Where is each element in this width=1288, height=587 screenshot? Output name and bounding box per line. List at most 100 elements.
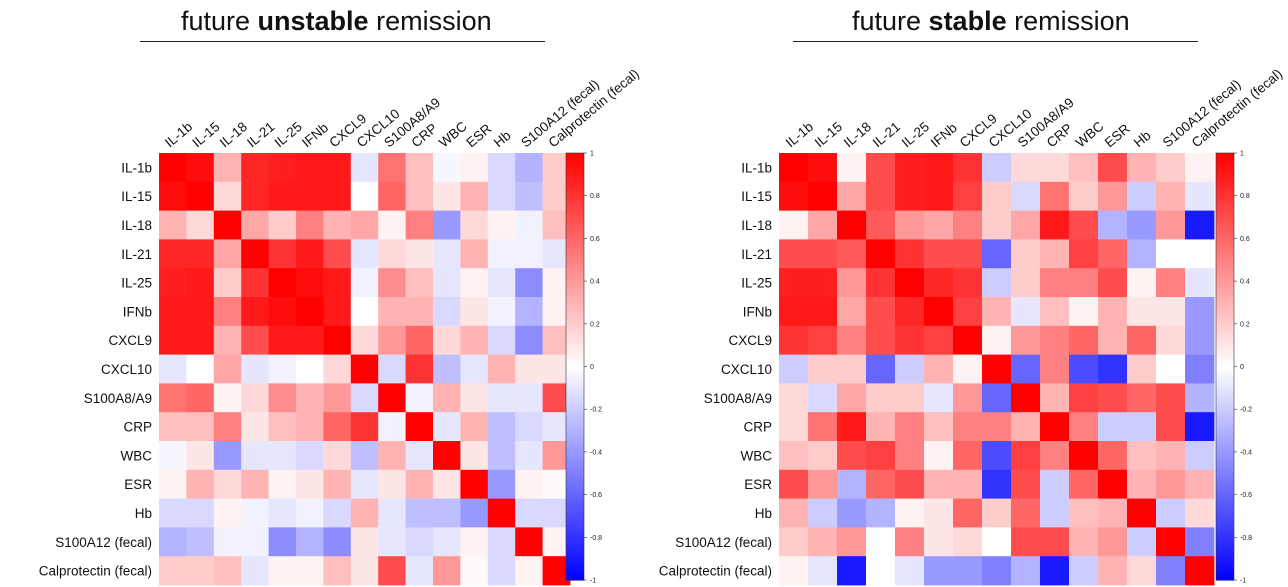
colorbar-segment <box>566 334 584 339</box>
heatmap-cell <box>953 325 983 355</box>
heatmap-cell <box>213 498 242 528</box>
heatmap-cell <box>953 239 983 269</box>
colorbar-segment <box>1216 505 1234 510</box>
heatmap-cell <box>895 441 925 471</box>
heatmap-cell <box>213 469 242 499</box>
column-label: Hb <box>491 128 514 151</box>
heatmap-cell <box>433 354 461 384</box>
heatmap-cell <box>866 498 896 528</box>
heatmap-cell <box>1185 412 1215 442</box>
heatmap-cell <box>323 441 352 471</box>
heatmap-cell <box>460 153 489 183</box>
heatmap-cell <box>159 527 187 557</box>
heatmap-cell <box>1040 210 1070 240</box>
heatmap-cell <box>323 297 352 327</box>
heatmap-cell <box>924 556 954 586</box>
heatmap-cell <box>186 153 215 183</box>
colorbar-segment <box>566 526 584 531</box>
colorbar-segment <box>566 348 584 353</box>
heatmap-cell <box>779 210 809 240</box>
colorbar-segment <box>1216 302 1234 307</box>
heatmap-cell <box>808 383 838 413</box>
colorbar-segment <box>1216 451 1234 457</box>
heatmap-cell <box>1185 354 1215 384</box>
heatmap-cell <box>895 556 925 586</box>
colorbar-segment <box>566 352 584 357</box>
colorbar-segment <box>566 281 584 286</box>
colorbar-segment <box>566 291 584 296</box>
colorbar-segment <box>566 512 584 517</box>
heatmap-cell <box>268 153 297 183</box>
heatmap-cell <box>405 181 434 211</box>
heatmap-cell <box>953 498 983 528</box>
heatmap-cell <box>924 297 954 327</box>
colorbar-segment <box>1216 263 1234 268</box>
heatmap-cell <box>895 354 925 384</box>
colorbar-segment <box>566 451 584 457</box>
heatmap-cell <box>323 354 352 384</box>
colorbar-segment <box>1216 523 1234 528</box>
colorbar-segment <box>1216 394 1234 400</box>
colorbar-segment <box>566 423 584 428</box>
heatmap-cell <box>213 297 242 327</box>
heatmap-cell <box>186 210 215 240</box>
heatmap-cell <box>515 469 543 499</box>
heatmap-cell <box>378 469 406 499</box>
colorbar-segment <box>566 473 584 478</box>
row-label: IL-1b <box>741 160 772 175</box>
heatmap-cell <box>515 268 543 298</box>
colorbar-tick-label: -0.4 <box>1240 449 1252 456</box>
heatmap-cell <box>953 268 983 298</box>
heatmap-cell <box>213 354 242 384</box>
colorbar-segment <box>1216 249 1234 254</box>
heatmap-cell <box>779 412 809 442</box>
heatmap-cell <box>241 412 269 442</box>
colorbar-segment <box>1216 569 1234 574</box>
heatmap-cell <box>1127 498 1157 528</box>
heatmap-cell <box>268 239 297 269</box>
colorbar-segment <box>1216 334 1234 339</box>
heatmap-cell <box>779 441 809 471</box>
colorbar-segment <box>1216 373 1234 378</box>
heatmap-cell <box>296 181 324 211</box>
heatmap-cell <box>895 181 925 211</box>
heatmap-cell <box>159 239 187 269</box>
colorbar-segment <box>1216 412 1234 417</box>
heatmap-cell <box>1156 469 1186 499</box>
colorbar-segment <box>566 266 584 272</box>
colorbar-segment <box>1216 195 1234 200</box>
heatmap-cell <box>378 527 406 557</box>
colorbar-tick-label: 0 <box>1240 364 1244 371</box>
colorbar-segment <box>1216 252 1234 257</box>
colorbar-segment <box>1216 188 1234 193</box>
colorbar-segment <box>1216 434 1234 439</box>
heatmap-cell <box>1156 383 1186 413</box>
colorbar-segment <box>566 419 584 425</box>
heatmap-cell <box>378 383 406 413</box>
colorbar-segment <box>566 270 584 275</box>
heatmap-cell <box>268 527 297 557</box>
heatmap-cell <box>487 556 516 586</box>
heatmap-cell <box>378 441 406 471</box>
heatmap-cell <box>487 325 516 355</box>
heatmap-cell <box>296 210 324 240</box>
heatmap-cell <box>241 527 269 557</box>
colorbar-segment <box>1216 238 1234 243</box>
heatmap-cell <box>1069 412 1099 442</box>
colorbar-segment <box>1216 206 1234 211</box>
heatmap-cell <box>433 325 461 355</box>
heatmap-cell <box>296 153 324 183</box>
colorbar-segment <box>566 519 584 524</box>
heatmap-cell <box>323 325 352 355</box>
row-label: IL-1b <box>121 160 152 175</box>
heatmap-cell <box>241 181 269 211</box>
colorbar-segment <box>566 323 584 328</box>
heatmap-cell <box>1156 441 1186 471</box>
heatmap-cell <box>837 325 867 355</box>
colorbar-segment <box>1216 459 1234 464</box>
colorbar-tick-label: 0.2 <box>590 321 600 328</box>
heatmap-cell <box>837 498 867 528</box>
heatmap-cell <box>953 556 983 586</box>
colorbar-segment <box>1216 384 1234 389</box>
heatmap-cell <box>982 153 1012 183</box>
